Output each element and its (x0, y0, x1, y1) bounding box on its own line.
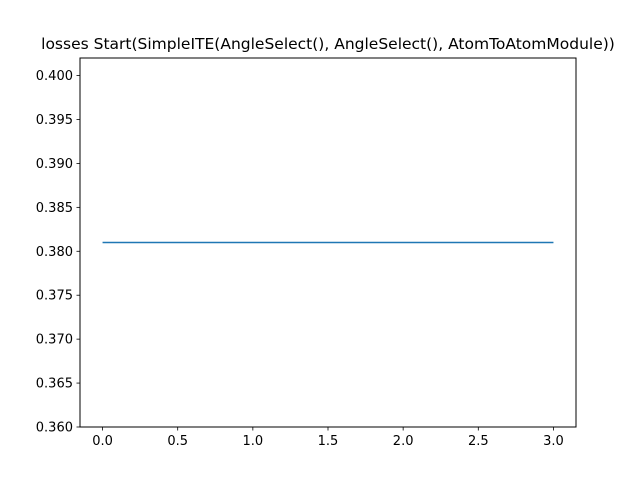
y-tick-label: 0.360 (36, 421, 73, 436)
y-tick-label: 0.385 (36, 201, 73, 216)
x-tick-label: 0.0 (92, 434, 113, 449)
x-tick-label: 1.5 (318, 434, 339, 449)
y-tick-label: 0.400 (36, 69, 73, 84)
y-tick-label: 0.370 (36, 333, 73, 348)
x-tick-label: 0.5 (167, 434, 188, 449)
x-tick-label: 3.0 (543, 434, 564, 449)
y-tick-label: 0.390 (36, 157, 73, 172)
y-axis: 0.360 0.365 0.370 0.375 0.380 0.385 0.390 0.395… (36, 69, 80, 436)
x-axis: 0.0 0.5 1.0 1.5 2.0 2.5 3.0 (92, 427, 564, 449)
plot-frame (79, 57, 577, 428)
x-tick-label: 2.5 (468, 434, 489, 449)
y-tick-label: 0.365 (36, 377, 73, 392)
x-tick-label: 1.0 (243, 434, 264, 449)
chart-title: losses Start(SimpleITE(AngleSelect(), An… (41, 35, 615, 53)
y-tick-label: 0.375 (36, 289, 73, 304)
x-tick-label: 2.0 (393, 434, 414, 449)
y-tick-label: 0.395 (36, 113, 73, 128)
y-tick-label: 0.380 (36, 245, 73, 260)
